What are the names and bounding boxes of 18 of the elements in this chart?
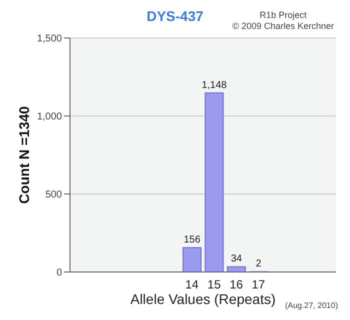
x-axis-title: Allele Values (Repeats) <box>130 290 276 307</box>
chart-title: DYS-437 <box>146 8 204 24</box>
text: R1b Project <box>258 10 308 21</box>
y-axis-title: Count N =1340 <box>16 106 32 204</box>
y-tick-label: 0 <box>56 268 62 279</box>
text: © 2009 Charles Kerchner <box>232 21 334 32</box>
y-tick-label: 1,000 <box>36 112 62 123</box>
x-tick-label: 17 <box>252 278 266 292</box>
y-tick-label: 500 <box>45 190 62 201</box>
data-label: 156 <box>184 234 201 246</box>
y-tick-label: 1,500 <box>36 34 62 45</box>
x-tick-label: 15 <box>207 278 222 292</box>
data-label: 1,148 <box>202 80 228 91</box>
x-tick-label: 14 <box>185 278 199 292</box>
text: (Aug.27, 2010) <box>285 301 338 310</box>
data-label: 2 <box>256 258 262 270</box>
x-tick-label: 16 <box>230 278 244 292</box>
data-label: 34 <box>230 254 242 265</box>
